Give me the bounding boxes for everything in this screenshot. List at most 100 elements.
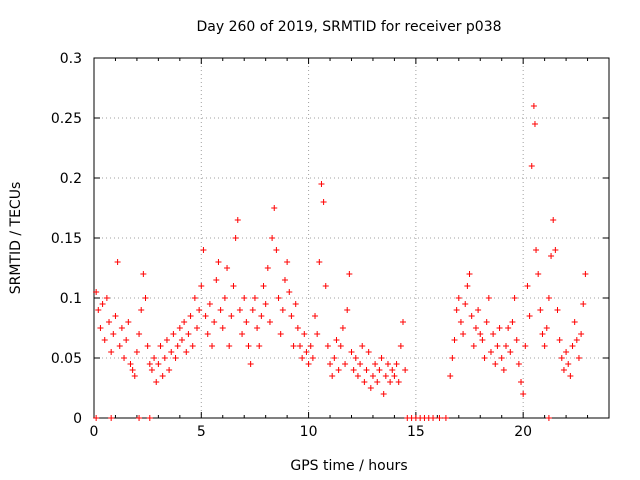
data-point: [286, 289, 293, 295]
data-point: [148, 367, 155, 373]
data-point: [108, 349, 115, 355]
data-point: [327, 361, 334, 367]
data-point: [299, 355, 306, 361]
data-point: [387, 379, 394, 385]
data-point: [198, 283, 205, 289]
data-point: [168, 349, 175, 355]
data-point: [494, 343, 501, 349]
data-point: [545, 295, 552, 301]
data-point: [477, 331, 484, 337]
data-point: [558, 355, 565, 361]
data-point: [121, 355, 128, 361]
data-point: [314, 331, 321, 337]
data-point: [582, 271, 589, 277]
data-point: [320, 199, 327, 205]
axis-ticks: 0 5 10 15 20 0 0.05 0.1 0.15 0.2 0.25 0.3: [51, 51, 609, 440]
data-point: [451, 337, 458, 343]
data-point: [305, 361, 312, 367]
data-point: [372, 361, 379, 367]
data-point: [350, 367, 357, 373]
data-point: [380, 391, 387, 397]
chart-title: Day 260 of 2019, SRMTID for receiver p03…: [196, 19, 501, 35]
data-point: [361, 379, 368, 385]
data-point: [206, 301, 213, 307]
data-point: [552, 247, 559, 253]
data-point: [453, 307, 460, 313]
data-point: [290, 343, 297, 349]
data-point: [249, 307, 256, 313]
data-point: [142, 295, 149, 301]
data-point: [194, 325, 200, 331]
data-point: [329, 373, 336, 379]
data-point: [187, 313, 194, 319]
data-point: [560, 367, 567, 373]
data-point: [575, 355, 582, 361]
x-tick-label: 5: [197, 424, 206, 440]
data-point: [271, 205, 278, 211]
data-point: [178, 337, 185, 343]
data-point: [524, 283, 531, 289]
data-point: [578, 331, 585, 337]
data-point: [569, 343, 576, 349]
data-point: [400, 319, 406, 325]
data-point: [157, 343, 164, 349]
x-tick-label: 15: [407, 424, 425, 440]
data-point: [457, 319, 464, 325]
data-point: [116, 343, 123, 349]
data-point: [498, 355, 505, 361]
data-point: [369, 373, 376, 379]
data-point: [256, 343, 263, 349]
data-point: [211, 319, 218, 325]
data-point: [430, 415, 437, 421]
data-point: [151, 355, 158, 361]
data-point: [281, 277, 288, 283]
data-point: [318, 181, 325, 187]
data-point: [236, 307, 243, 313]
data-point: [172, 355, 179, 361]
data-point: [556, 337, 563, 343]
data-point: [507, 349, 514, 355]
data-point: [393, 361, 400, 367]
data-point: [331, 355, 338, 361]
data-point: [101, 337, 108, 343]
data-point: [378, 355, 385, 361]
data-point: [140, 271, 147, 277]
data-point: [228, 313, 235, 319]
data-point: [292, 301, 299, 307]
data-point: [108, 415, 115, 421]
data-point: [258, 313, 265, 319]
data-point: [395, 379, 402, 385]
data-point: [118, 325, 125, 331]
data-point: [93, 415, 100, 421]
data-point: [209, 343, 216, 349]
data-point: [391, 373, 398, 379]
data-point: [181, 319, 188, 325]
data-point: [522, 343, 529, 349]
data-point: [170, 331, 177, 337]
y-tick-label: 0.05: [51, 351, 82, 367]
data-point: [322, 283, 329, 289]
data-point: [200, 247, 207, 253]
y-tick-label: 0.3: [60, 51, 82, 67]
data-point: [530, 103, 537, 109]
data-point: [384, 361, 391, 367]
data-point: [531, 121, 538, 127]
data-point: [455, 295, 462, 301]
data-point: [337, 343, 344, 349]
data-point: [468, 313, 475, 319]
data-point: [460, 331, 467, 337]
y-axis-label: SRMTID / TECUs: [8, 182, 24, 295]
data-point: [269, 235, 276, 241]
data-point: [548, 253, 555, 259]
data-point: [224, 265, 231, 271]
data-point: [297, 343, 303, 349]
data-point: [479, 337, 486, 343]
data-point: [539, 331, 546, 337]
data-point: [288, 313, 295, 319]
data-point: [106, 319, 113, 325]
data-point: [183, 349, 190, 355]
data-point: [153, 379, 160, 385]
data-point: [232, 235, 239, 241]
data-point: [464, 283, 471, 289]
